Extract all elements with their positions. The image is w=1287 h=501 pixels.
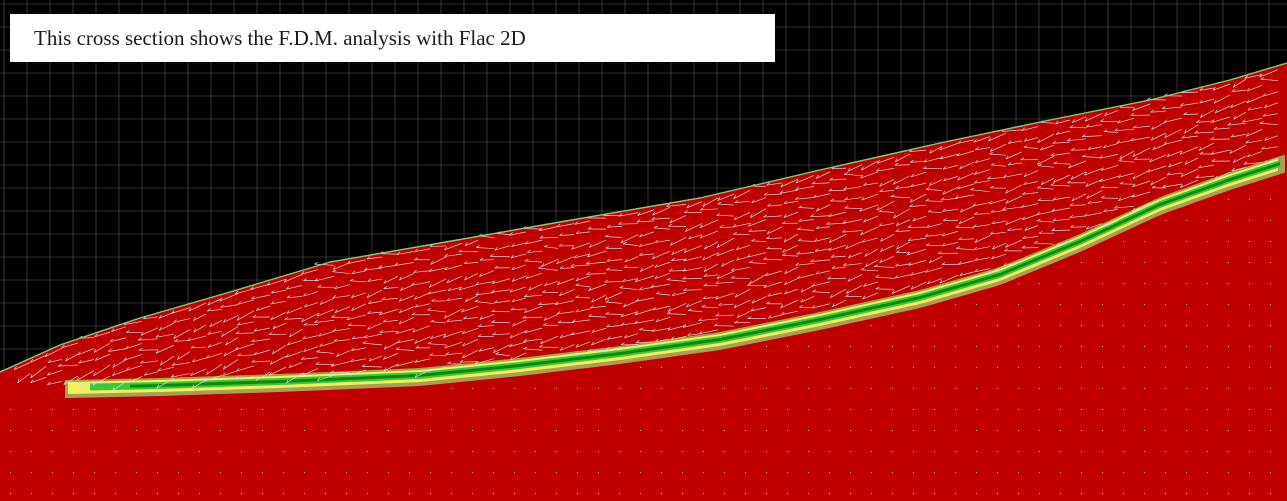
caption-text: This cross section shows the F.D.M. anal… — [34, 25, 526, 50]
failure-band-core — [130, 162, 1280, 388]
soil-mass — [0, 63, 1287, 501]
mesh-node-dots — [10, 199, 1271, 494]
caption-box: This cross section shows the F.D.M. anal… — [10, 14, 775, 62]
ground-surface-line — [0, 62, 1287, 373]
displacement-vectors — [13, 69, 1279, 392]
